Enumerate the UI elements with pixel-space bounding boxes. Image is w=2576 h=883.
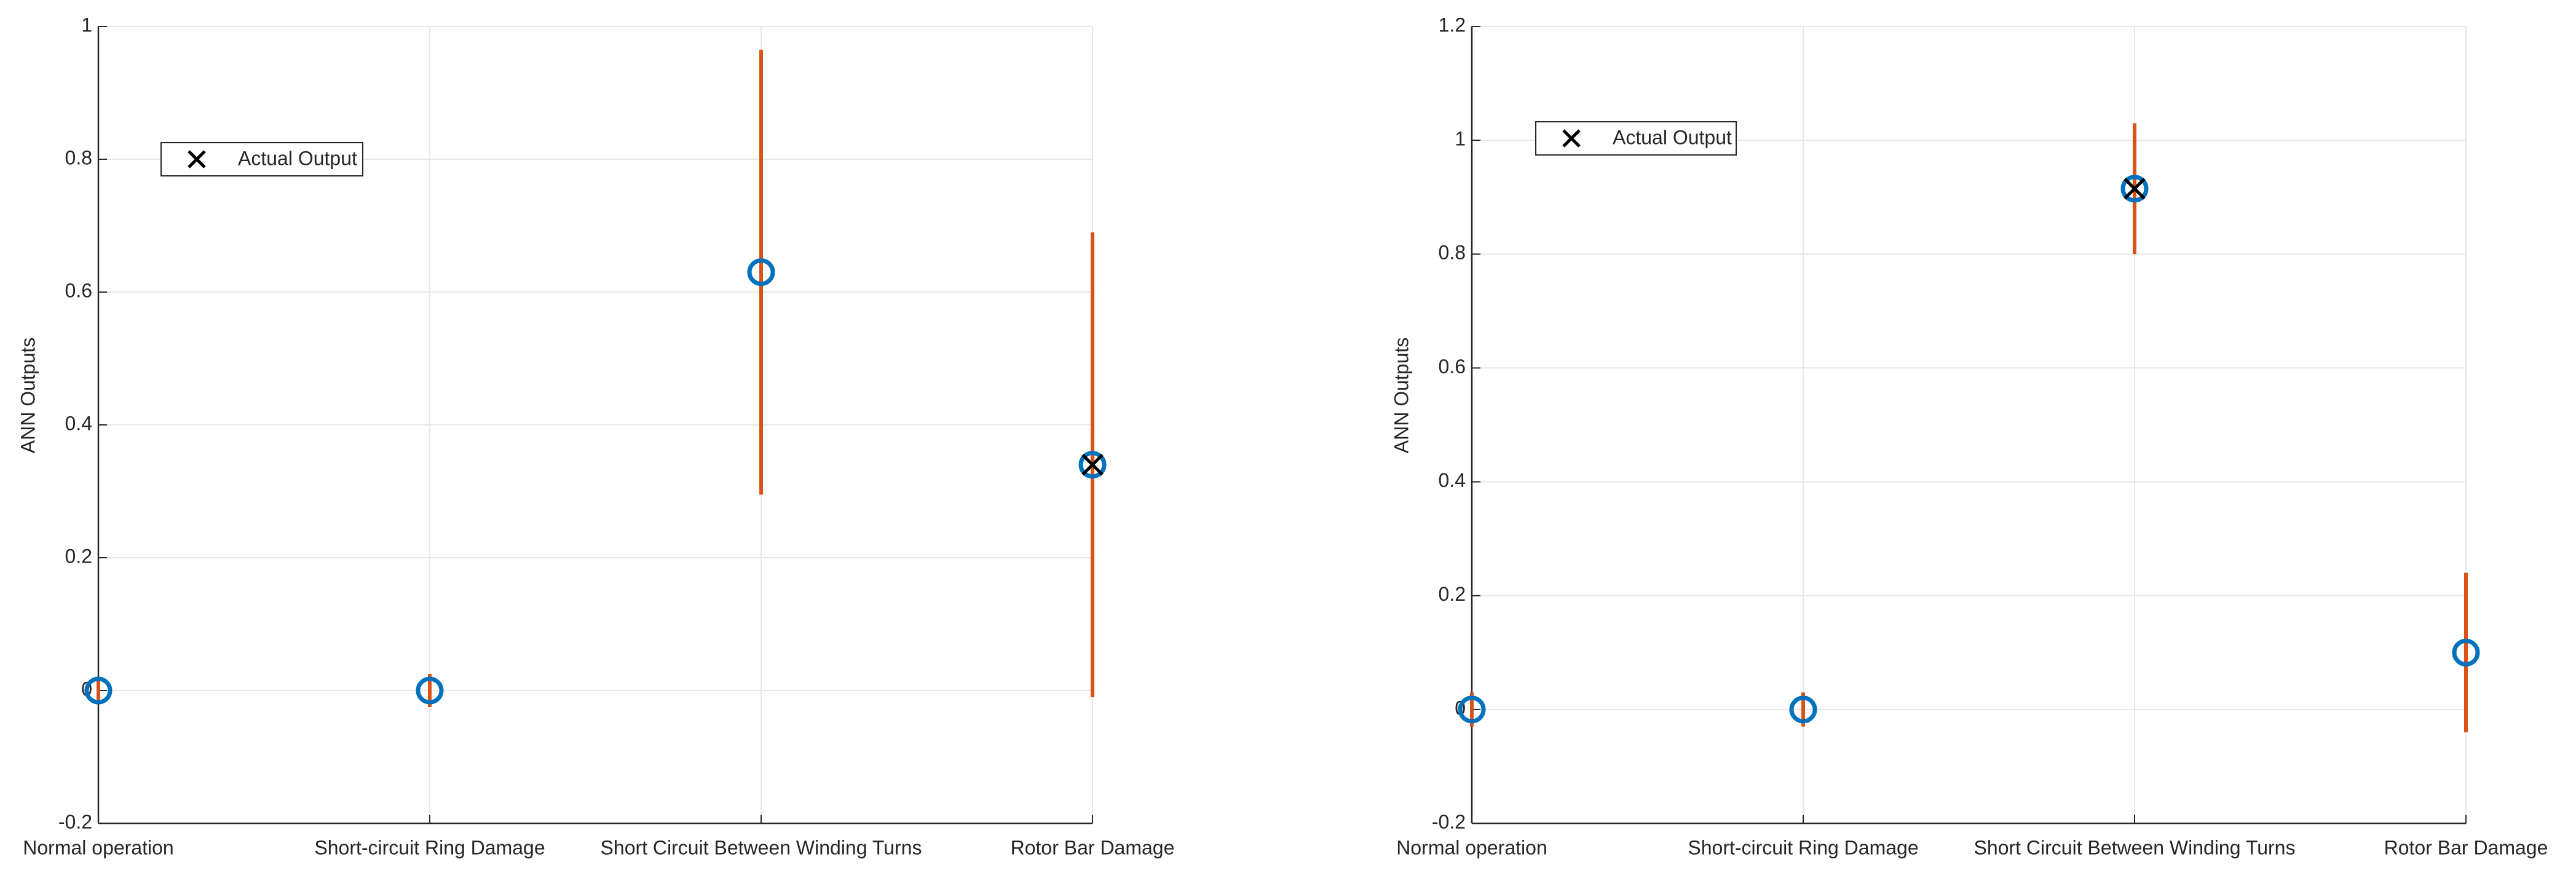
y-tick-label: 1 xyxy=(1455,128,1466,150)
point xyxy=(747,258,775,287)
x-tick-label: Rotor Bar Damage xyxy=(1011,836,1175,858)
x-tick-label: Rotor Bar Damage xyxy=(2384,836,2548,858)
y-tick-label: -0.2 xyxy=(1432,810,1466,833)
y-tick-label: 0.8 xyxy=(65,146,92,168)
legend xyxy=(1535,121,1737,156)
y-tick-label: 0.4 xyxy=(1439,469,1466,491)
y-tick-label: -0.2 xyxy=(58,810,92,833)
y-tick-label: 0.2 xyxy=(65,545,92,567)
legend-label: Actual Output xyxy=(1613,126,1732,148)
point xyxy=(416,676,444,705)
x-tick-label: Short-circuit Ring Damage xyxy=(314,836,545,858)
point xyxy=(84,676,113,705)
plot-area xyxy=(1471,26,2467,824)
y-tick-label: 1.2 xyxy=(1439,14,1466,36)
legend-marker xyxy=(1562,129,1581,148)
y-tick-label: 0.2 xyxy=(1439,583,1466,605)
y-tick-label: 0.4 xyxy=(65,412,92,434)
x-tick-label: Normal operation xyxy=(1396,836,1547,858)
y-tick-label: 0.8 xyxy=(1439,242,1466,264)
x-tick-label: Short Circuit Between Winding Turns xyxy=(1974,836,2296,858)
y-axis-label: ANN Outputs xyxy=(1390,338,1412,454)
legend-label: Actual Output xyxy=(238,147,357,169)
y-tick-label: 0.6 xyxy=(65,279,92,301)
actual-marker xyxy=(1081,454,1104,476)
y-axis-label: ANN Outputs xyxy=(17,338,39,454)
y-tick-label: 1 xyxy=(81,14,92,36)
point xyxy=(2120,175,2149,203)
y-tick-label: 0.6 xyxy=(1439,355,1466,378)
x-tick-label: Short Circuit Between Winding Turns xyxy=(601,836,922,858)
point xyxy=(1458,695,1486,724)
point xyxy=(1789,695,1817,724)
point xyxy=(1078,451,1107,479)
legend-marker xyxy=(188,150,206,168)
x-tick-label: Normal operation xyxy=(23,836,173,858)
actual-marker xyxy=(2124,178,2146,200)
x-tick-label: Short-circuit Ring Damage xyxy=(1688,836,1918,858)
point xyxy=(2452,638,2480,667)
